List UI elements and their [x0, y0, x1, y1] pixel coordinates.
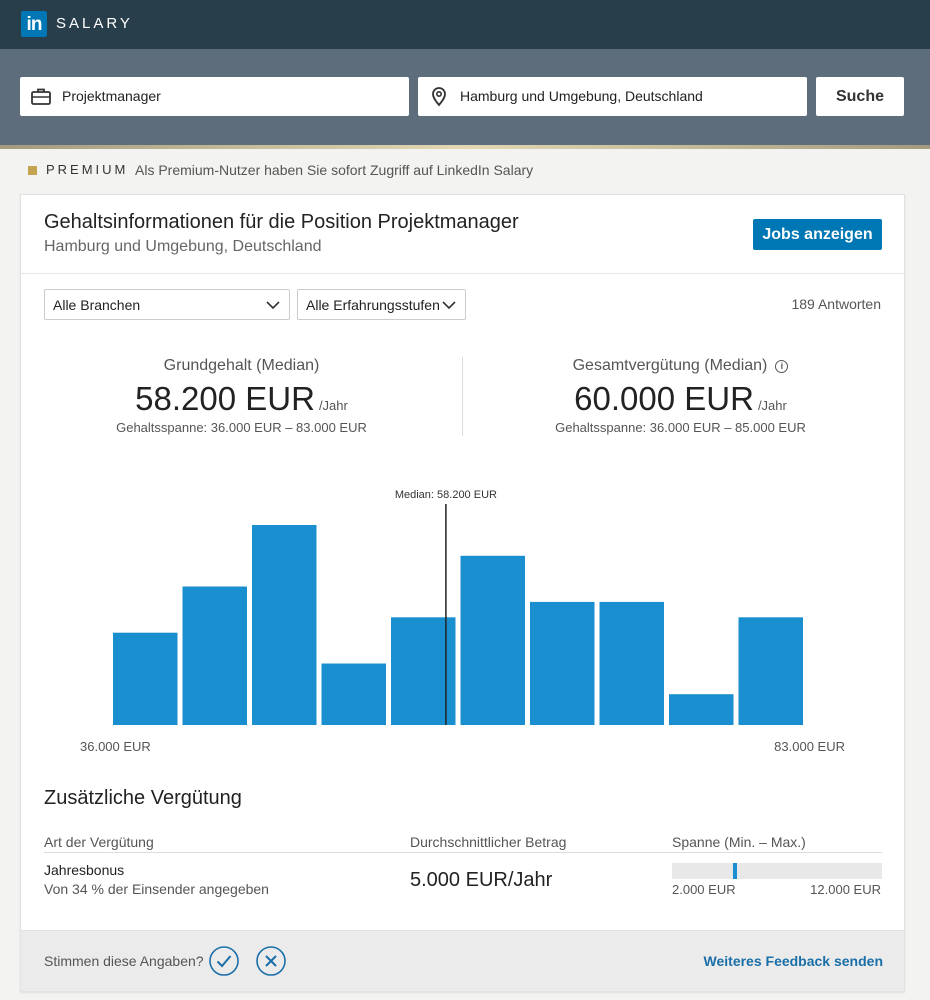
close-icon[interactable]: [256, 946, 286, 976]
briefcase-icon: [31, 88, 51, 105]
salary-card: Gehaltsinformationen für die Position Pr…: [20, 194, 905, 992]
bonus-range-bar: [672, 863, 882, 879]
column-header-average: Durchschnittlicher Betrag: [410, 834, 567, 850]
histogram-bar: [530, 601, 595, 725]
total-comp-stat: Gesamtvergütung (Median) i 60.000 EUR/Jah…: [471, 357, 890, 435]
feedback-bar: Stimmen diese Angaben? Weiteres Feedback…: [21, 930, 904, 991]
total-comp-label: Gesamtvergütung (Median): [572, 357, 768, 374]
base-salary-range: Gehaltsspanne: 36.000 EUR – 83.000 EUR: [116, 420, 367, 435]
base-salary-stat: Grundgehalt (Median) 58.200 EUR/Jahr Geh…: [32, 357, 451, 435]
job-search-value: Projektmanager: [62, 88, 161, 104]
premium-text: Als Premium-Nutzer haben Sie sofort Zugr…: [135, 162, 534, 178]
feedback-question: Stimmen diese Angaben?: [44, 953, 204, 969]
histogram-bar: [460, 555, 525, 725]
top-bar: in SALARY: [0, 0, 930, 49]
total-comp-range: Gehaltsspanne: 36.000 EUR – 85.000 EUR: [555, 420, 806, 435]
search-button[interactable]: Suche: [816, 77, 904, 116]
location-search-input[interactable]: Hamburg und Umgebung, Deutschland: [418, 77, 807, 116]
additional-comp-title: Zusätzliche Vergütung: [44, 787, 242, 809]
search-band: Projektmanager Hamburg und Umgebung, Deu…: [0, 49, 930, 145]
page-title: Gehaltsinformationen für die Position Pr…: [44, 211, 519, 233]
bonus-range-max: 12.000 EUR: [810, 882, 881, 897]
check-icon[interactable]: [209, 946, 239, 976]
premium-icon: [28, 166, 37, 175]
location-pin-icon: [432, 87, 446, 107]
bonus-average-marker: [733, 863, 737, 879]
location-search-value: Hamburg und Umgebung, Deutschland: [460, 88, 703, 104]
premium-divider: [0, 145, 930, 149]
linkedin-logo[interactable]: in: [21, 11, 47, 37]
histogram-bar: [252, 525, 317, 725]
salary-histogram: Median: 58.200 EUR: [113, 489, 803, 725]
histogram-bar: [182, 586, 247, 725]
histogram-bar: [738, 617, 803, 725]
bonus-amount: 5.000 EUR/Jahr: [410, 869, 553, 891]
experience-dropdown[interactable]: Alle Erfahrungsstufen: [297, 289, 466, 320]
show-jobs-button[interactable]: Jobs anzeigen: [753, 219, 882, 250]
base-salary-label: Grundgehalt (Median): [163, 357, 320, 374]
total-comp-period: /Jahr: [757, 398, 787, 413]
x-axis-max-label: 83.000 EUR: [774, 739, 845, 754]
base-salary-period: /Jahr: [318, 398, 348, 413]
chevron-down-icon: [266, 301, 280, 310]
histogram-bar: [669, 694, 734, 725]
response-count: 189 Antworten: [791, 296, 881, 312]
divider: [21, 273, 904, 274]
experience-dropdown-value: Alle Erfahrungsstufen: [306, 297, 440, 313]
product-name: SALARY: [56, 15, 133, 32]
total-comp-value: 60.000 EUR: [574, 380, 754, 417]
industry-dropdown-value: Alle Branchen: [53, 297, 141, 313]
histogram-bar: [599, 601, 664, 725]
info-icon[interactable]: i: [775, 360, 789, 373]
page-subtitle: Hamburg und Umgebung, Deutschland: [44, 238, 322, 255]
job-search-input[interactable]: Projektmanager: [20, 77, 409, 116]
bonus-range-min: 2.000 EUR: [672, 882, 736, 897]
industry-dropdown[interactable]: Alle Branchen: [44, 289, 290, 320]
x-axis-min-label: 36.000 EUR: [80, 739, 151, 754]
histogram-bar: [321, 663, 386, 725]
histogram-bar: [113, 632, 178, 725]
stat-divider: [462, 357, 463, 436]
chevron-down-icon: [442, 301, 456, 310]
column-header-type: Art der Vergütung: [44, 834, 154, 850]
bonus-type: Jahresbonus: [44, 862, 125, 878]
base-salary-value: 58.200 EUR: [135, 380, 315, 417]
median-label: Median: 58.200 EUR: [395, 489, 497, 501]
column-header-range: Spanne (Min. – Max.): [672, 834, 806, 850]
bonus-note: Von 34 % der Einsender angegeben: [44, 881, 269, 897]
divider: [44, 852, 882, 853]
more-feedback-link[interactable]: Weiteres Feedback senden: [703, 953, 883, 969]
histogram-bar: [391, 617, 456, 725]
premium-label: PREMIUM: [46, 162, 129, 177]
